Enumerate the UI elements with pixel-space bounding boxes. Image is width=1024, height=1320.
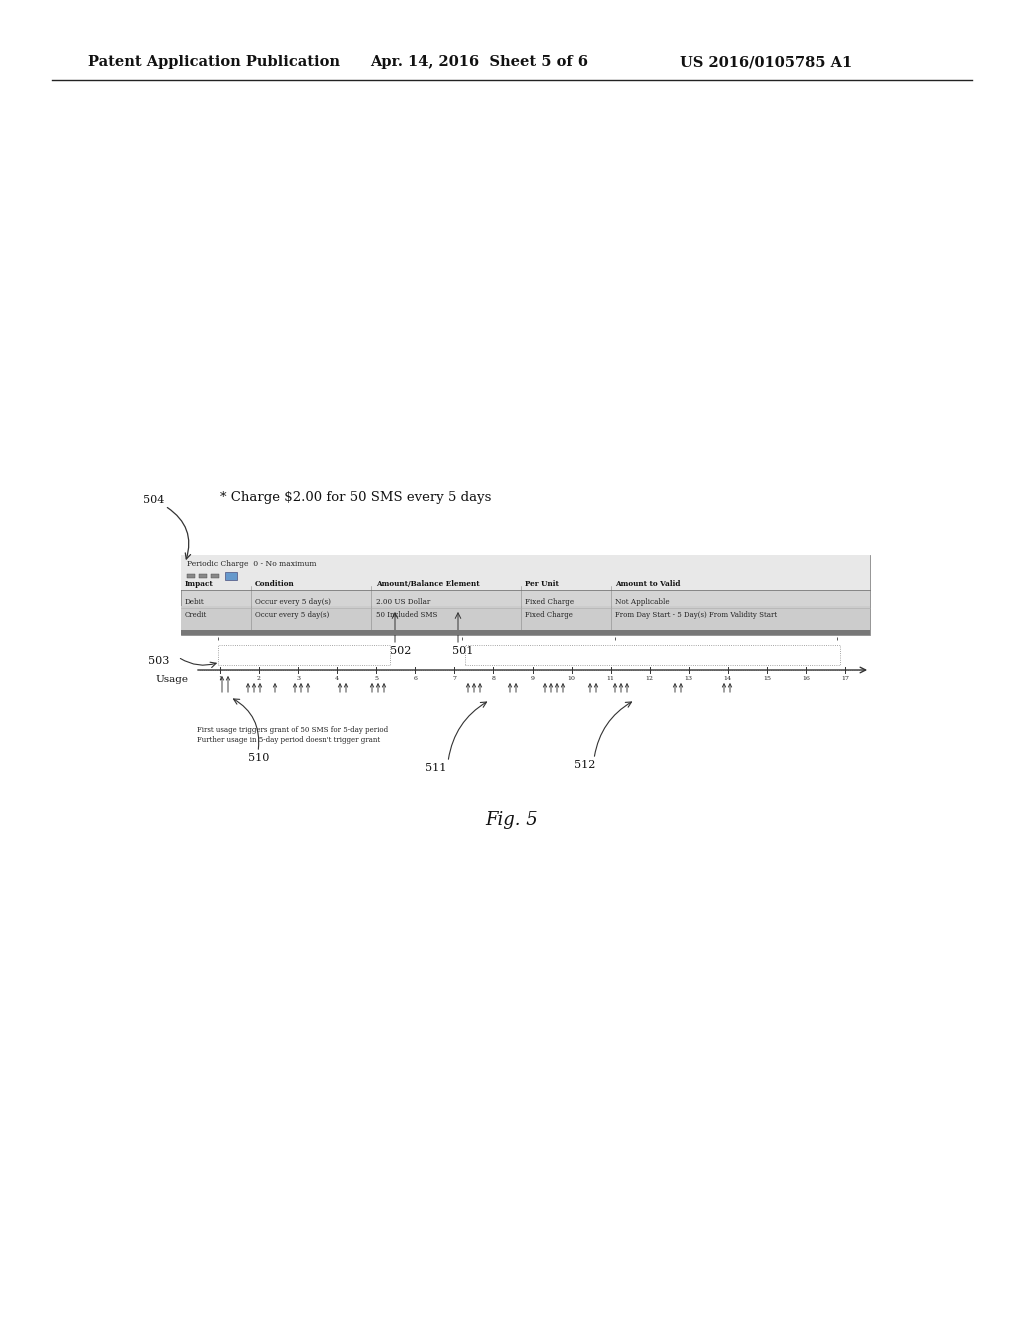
Text: 7: 7 <box>453 676 457 681</box>
Text: 8: 8 <box>492 676 496 681</box>
Text: 16: 16 <box>802 676 810 681</box>
Text: 3: 3 <box>296 676 300 681</box>
Text: 504: 504 <box>143 495 165 506</box>
Text: 502: 502 <box>390 645 412 656</box>
Text: From Day Start - 5 Day(s) From Validity Start: From Day Start - 5 Day(s) From Validity … <box>615 611 777 619</box>
Text: Occur every 5 day(s): Occur every 5 day(s) <box>255 598 331 606</box>
Text: Fig. 5: Fig. 5 <box>485 810 539 829</box>
Text: Apr. 14, 2016  Sheet 5 of 6: Apr. 14, 2016 Sheet 5 of 6 <box>370 55 588 69</box>
Text: Usage: Usage <box>155 676 188 685</box>
Text: Amount to Valid: Amount to Valid <box>615 579 681 587</box>
Text: 503: 503 <box>148 656 169 667</box>
Bar <box>187 574 195 578</box>
Text: Periodic Charge  0 - No maximum: Periodic Charge 0 - No maximum <box>187 560 316 568</box>
Text: * Charge $2.00 for 50 SMS every 5 days: * Charge $2.00 for 50 SMS every 5 days <box>220 491 492 504</box>
Text: 14: 14 <box>724 676 732 681</box>
Text: Impact: Impact <box>185 579 214 587</box>
Text: 15: 15 <box>763 676 771 681</box>
Text: Debit: Debit <box>185 598 205 606</box>
Bar <box>465 645 840 665</box>
Text: 2.00 US Dollar: 2.00 US Dollar <box>376 598 430 606</box>
Text: 2: 2 <box>257 676 261 681</box>
Bar <box>181 630 870 635</box>
Bar <box>181 554 870 635</box>
Bar <box>181 554 870 590</box>
Bar <box>225 572 237 579</box>
Text: Occur every 5 day(s): Occur every 5 day(s) <box>255 611 330 619</box>
Bar <box>199 574 207 578</box>
Text: Not Applicable: Not Applicable <box>615 598 670 606</box>
Text: Condition: Condition <box>255 579 295 587</box>
Bar <box>218 645 390 665</box>
Text: Patent Application Publication: Patent Application Publication <box>88 55 340 69</box>
Text: First usage triggers grant of 50 SMS for 5-day period: First usage triggers grant of 50 SMS for… <box>197 726 388 734</box>
Text: Amount/Balance Element: Amount/Balance Element <box>376 579 479 587</box>
Text: 512: 512 <box>574 760 595 770</box>
Text: 1: 1 <box>218 676 222 681</box>
Text: 17: 17 <box>841 676 849 681</box>
Text: 12: 12 <box>646 676 653 681</box>
Text: Credit: Credit <box>185 611 207 619</box>
Text: 11: 11 <box>606 676 614 681</box>
Bar <box>211 574 219 578</box>
Text: Further usage in 5-day period doesn't trigger grant: Further usage in 5-day period doesn't tr… <box>197 737 380 744</box>
Text: 13: 13 <box>685 676 693 681</box>
Text: 510: 510 <box>248 752 269 763</box>
Text: 5: 5 <box>374 676 378 681</box>
Text: 9: 9 <box>530 676 535 681</box>
Text: 50 Included SMS: 50 Included SMS <box>376 611 437 619</box>
Text: US 2016/0105785 A1: US 2016/0105785 A1 <box>680 55 852 69</box>
Text: Per Unit: Per Unit <box>525 579 559 587</box>
Text: 4: 4 <box>335 676 339 681</box>
Text: Fixed Charge: Fixed Charge <box>525 611 572 619</box>
Text: 511: 511 <box>425 763 446 774</box>
Text: 501: 501 <box>452 645 473 656</box>
Text: Fixed Charge: Fixed Charge <box>525 598 574 606</box>
Bar <box>181 606 870 634</box>
Text: 10: 10 <box>567 676 575 681</box>
Text: 6: 6 <box>414 676 417 681</box>
